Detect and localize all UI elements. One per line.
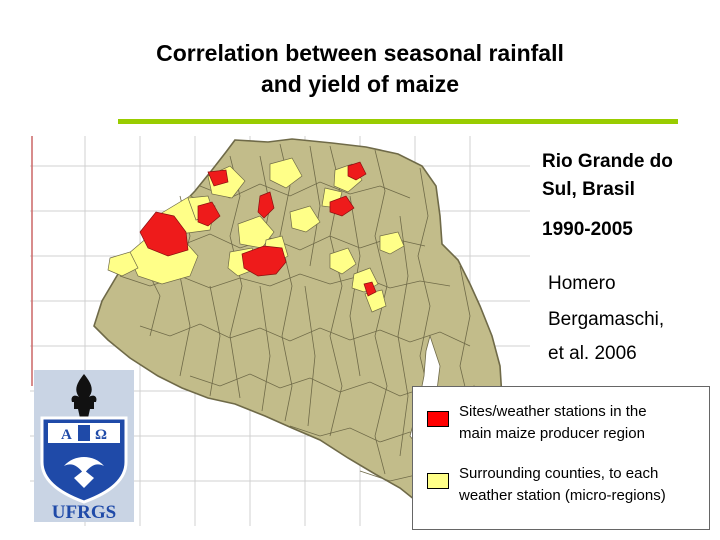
flame-icon [71,374,97,402]
region-line-2: Sul, Brasil [542,179,635,200]
legend-swatch-yellow [427,473,449,489]
slide-title: Correlation between seasonal rainfall an… [60,38,660,100]
map-legend: Sites/weather stations in the main maize… [412,386,710,530]
legend-producer-line-2: main maize producer region [459,425,645,442]
ufrgs-emblem: A Ω UFRGS [34,370,134,523]
legend-swatch-red [427,411,449,427]
author-line-2: Bergamaschi, [548,309,665,330]
legend-surrounding-line-2: weather station (micro-regions) [459,487,666,504]
ufrgs-logo: A Ω UFRGS [34,370,134,523]
svg-text:A: A [61,427,72,443]
logo-text: UFRGS [52,502,116,522]
legend-producer-line-1: Sites/weather stations in the [459,403,647,420]
region-line-1: Rio Grande do [542,151,673,172]
producer-region-sites [139,161,377,297]
svg-text:Ω: Ω [95,427,107,443]
period-label: 1990-2005 [542,219,633,240]
author-line-3: et al. 2006 [548,343,637,364]
title-divider [118,119,678,124]
title-line-2: and yield of maize [260,71,460,97]
title-line-1: Correlation between seasonal rainfall [156,40,564,66]
author-line-1: Homero [548,273,616,294]
county-borders [119,143,491,515]
legend-surrounding-line-1: Surrounding counties, to each [459,465,659,482]
